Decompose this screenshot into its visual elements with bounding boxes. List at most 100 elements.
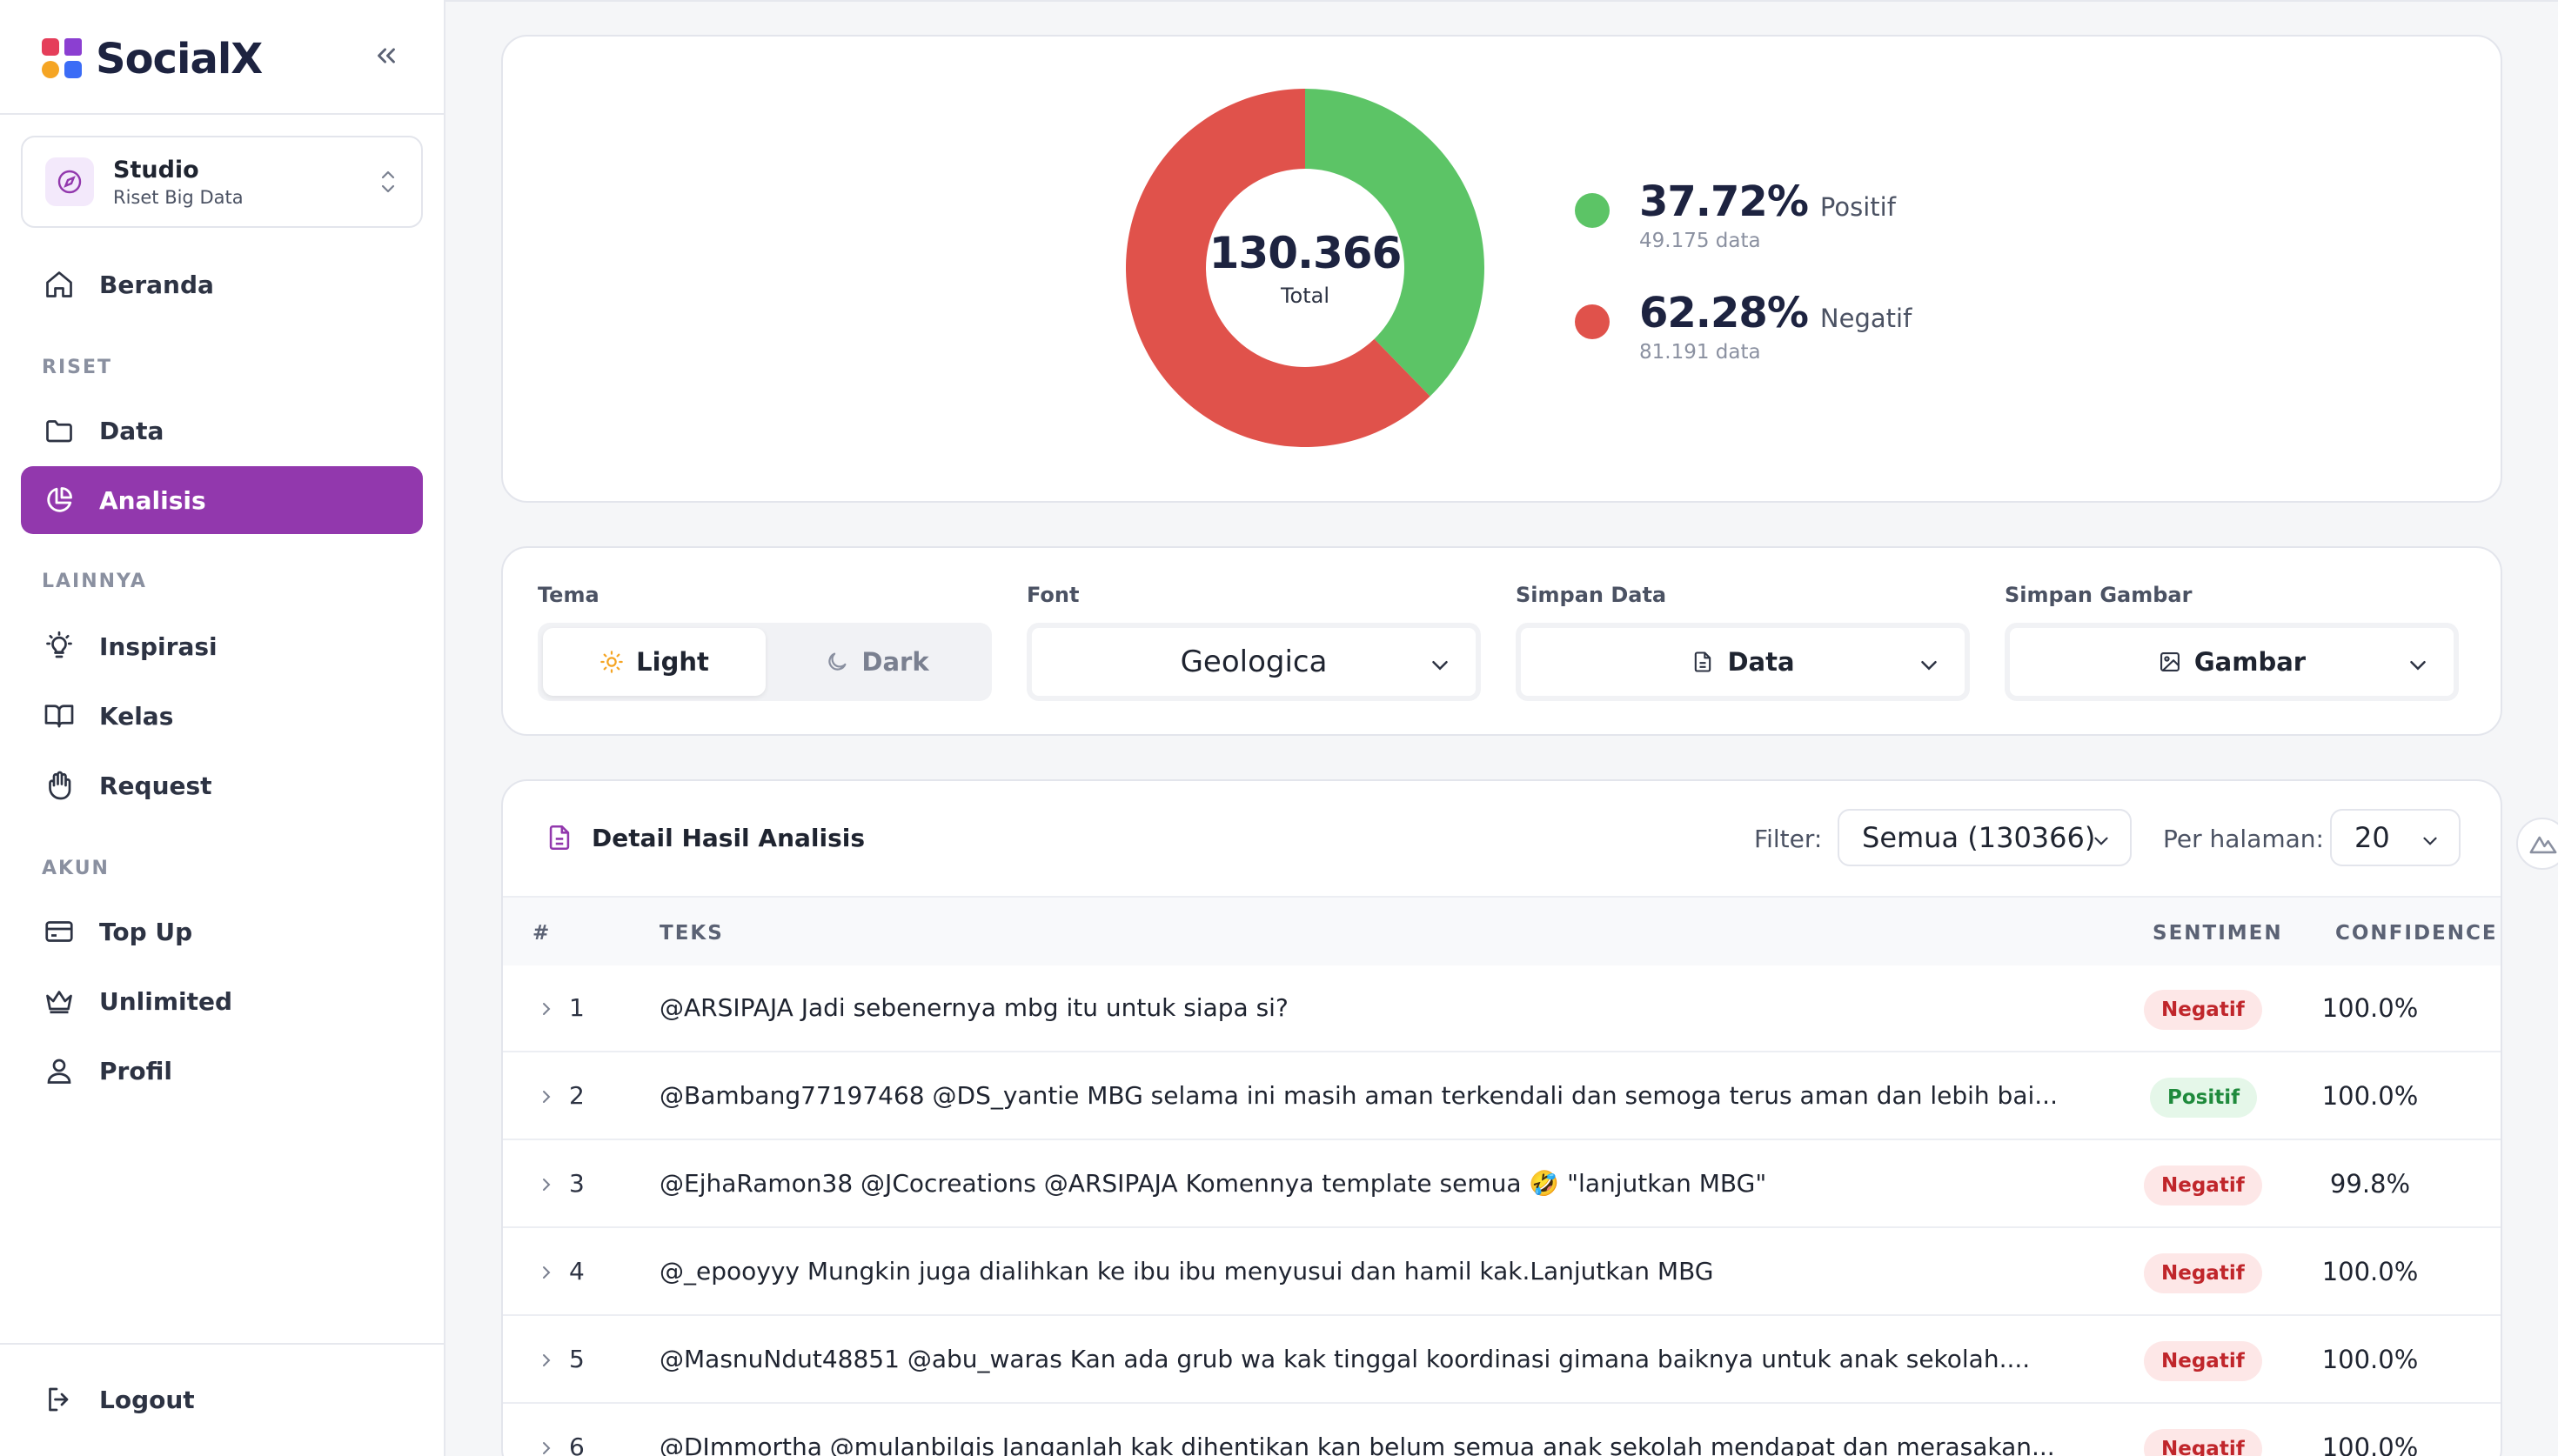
sidebar-item-analisis[interactable]: Analisis bbox=[21, 466, 423, 534]
save-image-label: Simpan Gambar bbox=[2005, 583, 2193, 607]
chevron-down-icon bbox=[1432, 661, 1448, 671]
table-row[interactable]: 5 @MasnuNdut48851 @abu_waras Kan ada grub… bbox=[503, 1317, 2501, 1404]
row-index: 6 bbox=[569, 1433, 585, 1456]
per-page-label: Per halaman: bbox=[2163, 825, 2324, 853]
row-confidence: 100.0% bbox=[2321, 1257, 2419, 1286]
sentiment-badge: Negatif bbox=[2144, 1165, 2262, 1206]
top-divider bbox=[445, 0, 2558, 2]
sidebar-item-inspirasi[interactable]: Inspirasi bbox=[21, 612, 423, 680]
table-row[interactable]: 1 @ARSIPAJA Jadi sebenernya mbg itu untuk… bbox=[503, 965, 2501, 1052]
chevron-right-icon[interactable] bbox=[536, 1174, 557, 1195]
crown-icon bbox=[42, 984, 77, 1019]
collapse-sidebar-button[interactable] bbox=[365, 35, 407, 77]
row-index: 1 bbox=[569, 993, 585, 1022]
sidebar-item-profil[interactable]: Profil bbox=[21, 1037, 423, 1105]
table-title: Detail Hasil Analisis bbox=[545, 823, 865, 852]
filter-label: Filter: bbox=[1754, 825, 1823, 853]
row-confidence: 99.8% bbox=[2329, 1169, 2411, 1199]
table-row[interactable]: 2 @Bambang77197468 @DS_yantie MBG selama … bbox=[503, 1053, 2501, 1140]
table-title-text: Detail Hasil Analisis bbox=[592, 823, 866, 852]
sentiment-donut-chart bbox=[1126, 89, 1484, 447]
legend-negative-percent: 62.28% bbox=[1639, 289, 1809, 337]
table-row[interactable]: 6 @DImmortha @mulanbilqis Janganlah kak d… bbox=[503, 1405, 2501, 1456]
sidebar-item-label: Request bbox=[99, 771, 212, 800]
section-label-riset: RISET bbox=[42, 357, 113, 378]
brand-logo-icon bbox=[42, 38, 84, 80]
chevron-right-icon[interactable] bbox=[536, 1350, 557, 1371]
column-header-index: # bbox=[532, 922, 552, 945]
theme-dark-button[interactable]: Dark bbox=[766, 628, 988, 696]
sentiment-badge: Negatif bbox=[2144, 1429, 2262, 1456]
floating-tab-handle[interactable] bbox=[2516, 818, 2558, 870]
save-data-label: Simpan Data bbox=[1516, 583, 1667, 607]
save-data-value: Data bbox=[1727, 647, 1795, 677]
row-index: 2 bbox=[569, 1081, 585, 1110]
font-select-value: Geologica bbox=[1180, 645, 1328, 679]
chevrons-left-icon bbox=[378, 48, 395, 63]
sun-icon bbox=[599, 650, 624, 674]
sentiment-badge: Negatif bbox=[2144, 1341, 2262, 1381]
sidebar: SocialX Studio Riset Big Data Beranda RI… bbox=[0, 0, 445, 1456]
row-text: @ARSIPAJA Jadi sebenernya mbg itu untuk … bbox=[660, 993, 1289, 1022]
column-header-confidence: CONFIDENCE bbox=[2335, 922, 2498, 945]
home-icon bbox=[42, 267, 77, 302]
workspace-subtitle: Riset Big Data bbox=[113, 186, 244, 208]
sidebar-item-label: Kelas bbox=[99, 701, 174, 731]
table-row[interactable]: 4 @_epooyyy Mungkin juga dialihkan ke ibu… bbox=[503, 1229, 2501, 1316]
save-data-select[interactable]: Data bbox=[1516, 623, 1970, 701]
sidebar-item-kelas[interactable]: Kelas bbox=[21, 682, 423, 750]
sidebar-item-logout[interactable]: Logout bbox=[21, 1366, 423, 1433]
sidebar-item-beranda[interactable]: Beranda bbox=[21, 250, 423, 318]
row-confidence: 100.0% bbox=[2321, 1081, 2419, 1111]
chevron-down-icon bbox=[2094, 837, 2108, 845]
section-label-akun: AKUN bbox=[42, 858, 110, 879]
workspace-title: Studio bbox=[113, 156, 199, 184]
filter-select[interactable]: Semua (130366) bbox=[1838, 809, 2132, 866]
folder-icon bbox=[42, 413, 77, 448]
chevron-right-icon[interactable] bbox=[536, 1262, 557, 1283]
chevron-down-icon bbox=[2423, 837, 2437, 845]
column-header-sentiment: SENTIMEN bbox=[2153, 922, 2283, 945]
brand[interactable]: SocialX bbox=[42, 35, 263, 83]
sidebar-item-label: Data bbox=[99, 416, 164, 445]
donut-slice-positif[interactable] bbox=[1305, 89, 1484, 397]
credit-card-icon bbox=[42, 914, 77, 949]
font-select[interactable]: Geologica bbox=[1027, 623, 1481, 701]
column-header-text: TEKS bbox=[660, 922, 724, 945]
sidebar-item-unlimited[interactable]: Unlimited bbox=[21, 967, 423, 1035]
brand-name: SocialX bbox=[96, 35, 263, 83]
sidebar-item-label: Inspirasi bbox=[99, 631, 218, 661]
chevron-right-icon[interactable] bbox=[536, 1438, 557, 1456]
save-image-value: Gambar bbox=[2193, 647, 2307, 677]
theme-label: Tema bbox=[538, 583, 599, 607]
row-text: @DImmortha @mulanbilqis Janganlah kak di… bbox=[660, 1433, 2055, 1456]
sidebar-item-label: Logout bbox=[99, 1385, 195, 1414]
sentiment-summary-card: 130.366 Total 37.72% Positif 49.175 data … bbox=[501, 35, 2502, 503]
donut-slice-negatif[interactable] bbox=[1126, 89, 1430, 447]
sidebar-item-label: Top Up bbox=[99, 917, 193, 946]
sidebar-divider bbox=[0, 113, 445, 115]
compass-icon bbox=[45, 157, 94, 206]
pie-chart-icon bbox=[42, 483, 77, 518]
sidebar-item-data[interactable]: Data bbox=[21, 397, 423, 464]
row-text: @_epooyyy Mungkin juga dialihkan ke ibu … bbox=[660, 1257, 1714, 1286]
table-row[interactable]: 3 @EjhaRamon38 @JCocreations @ARSIPAJA Ko… bbox=[503, 1141, 2501, 1228]
legend-text: 37.72% Positif 49.175 data bbox=[1639, 177, 1896, 252]
file-icon bbox=[1691, 650, 1715, 674]
workspace-text: Studio Riset Big Data bbox=[113, 157, 378, 208]
mountain-icon bbox=[2529, 836, 2557, 854]
chevron-right-icon[interactable] bbox=[536, 1086, 557, 1107]
sidebar-item-topup[interactable]: Top Up bbox=[21, 898, 423, 965]
theme-light-label: Light bbox=[636, 647, 709, 677]
logout-icon bbox=[42, 1382, 77, 1417]
workspace-switcher[interactable]: Studio Riset Big Data bbox=[21, 136, 423, 228]
row-text: @EjhaRamon38 @JCocreations @ARSIPAJA Kom… bbox=[660, 1169, 1767, 1198]
row-index: 5 bbox=[569, 1345, 585, 1373]
sidebar-item-request[interactable]: Request bbox=[21, 751, 423, 819]
chevron-right-icon[interactable] bbox=[536, 998, 557, 1019]
filter-select-value: Semua (130366) bbox=[1862, 821, 2096, 854]
chevron-down-icon bbox=[1921, 661, 1937, 671]
save-image-select[interactable]: Gambar bbox=[2005, 623, 2459, 701]
theme-light-button[interactable]: Light bbox=[543, 628, 766, 696]
per-page-select[interactable]: 20 bbox=[2330, 809, 2461, 866]
